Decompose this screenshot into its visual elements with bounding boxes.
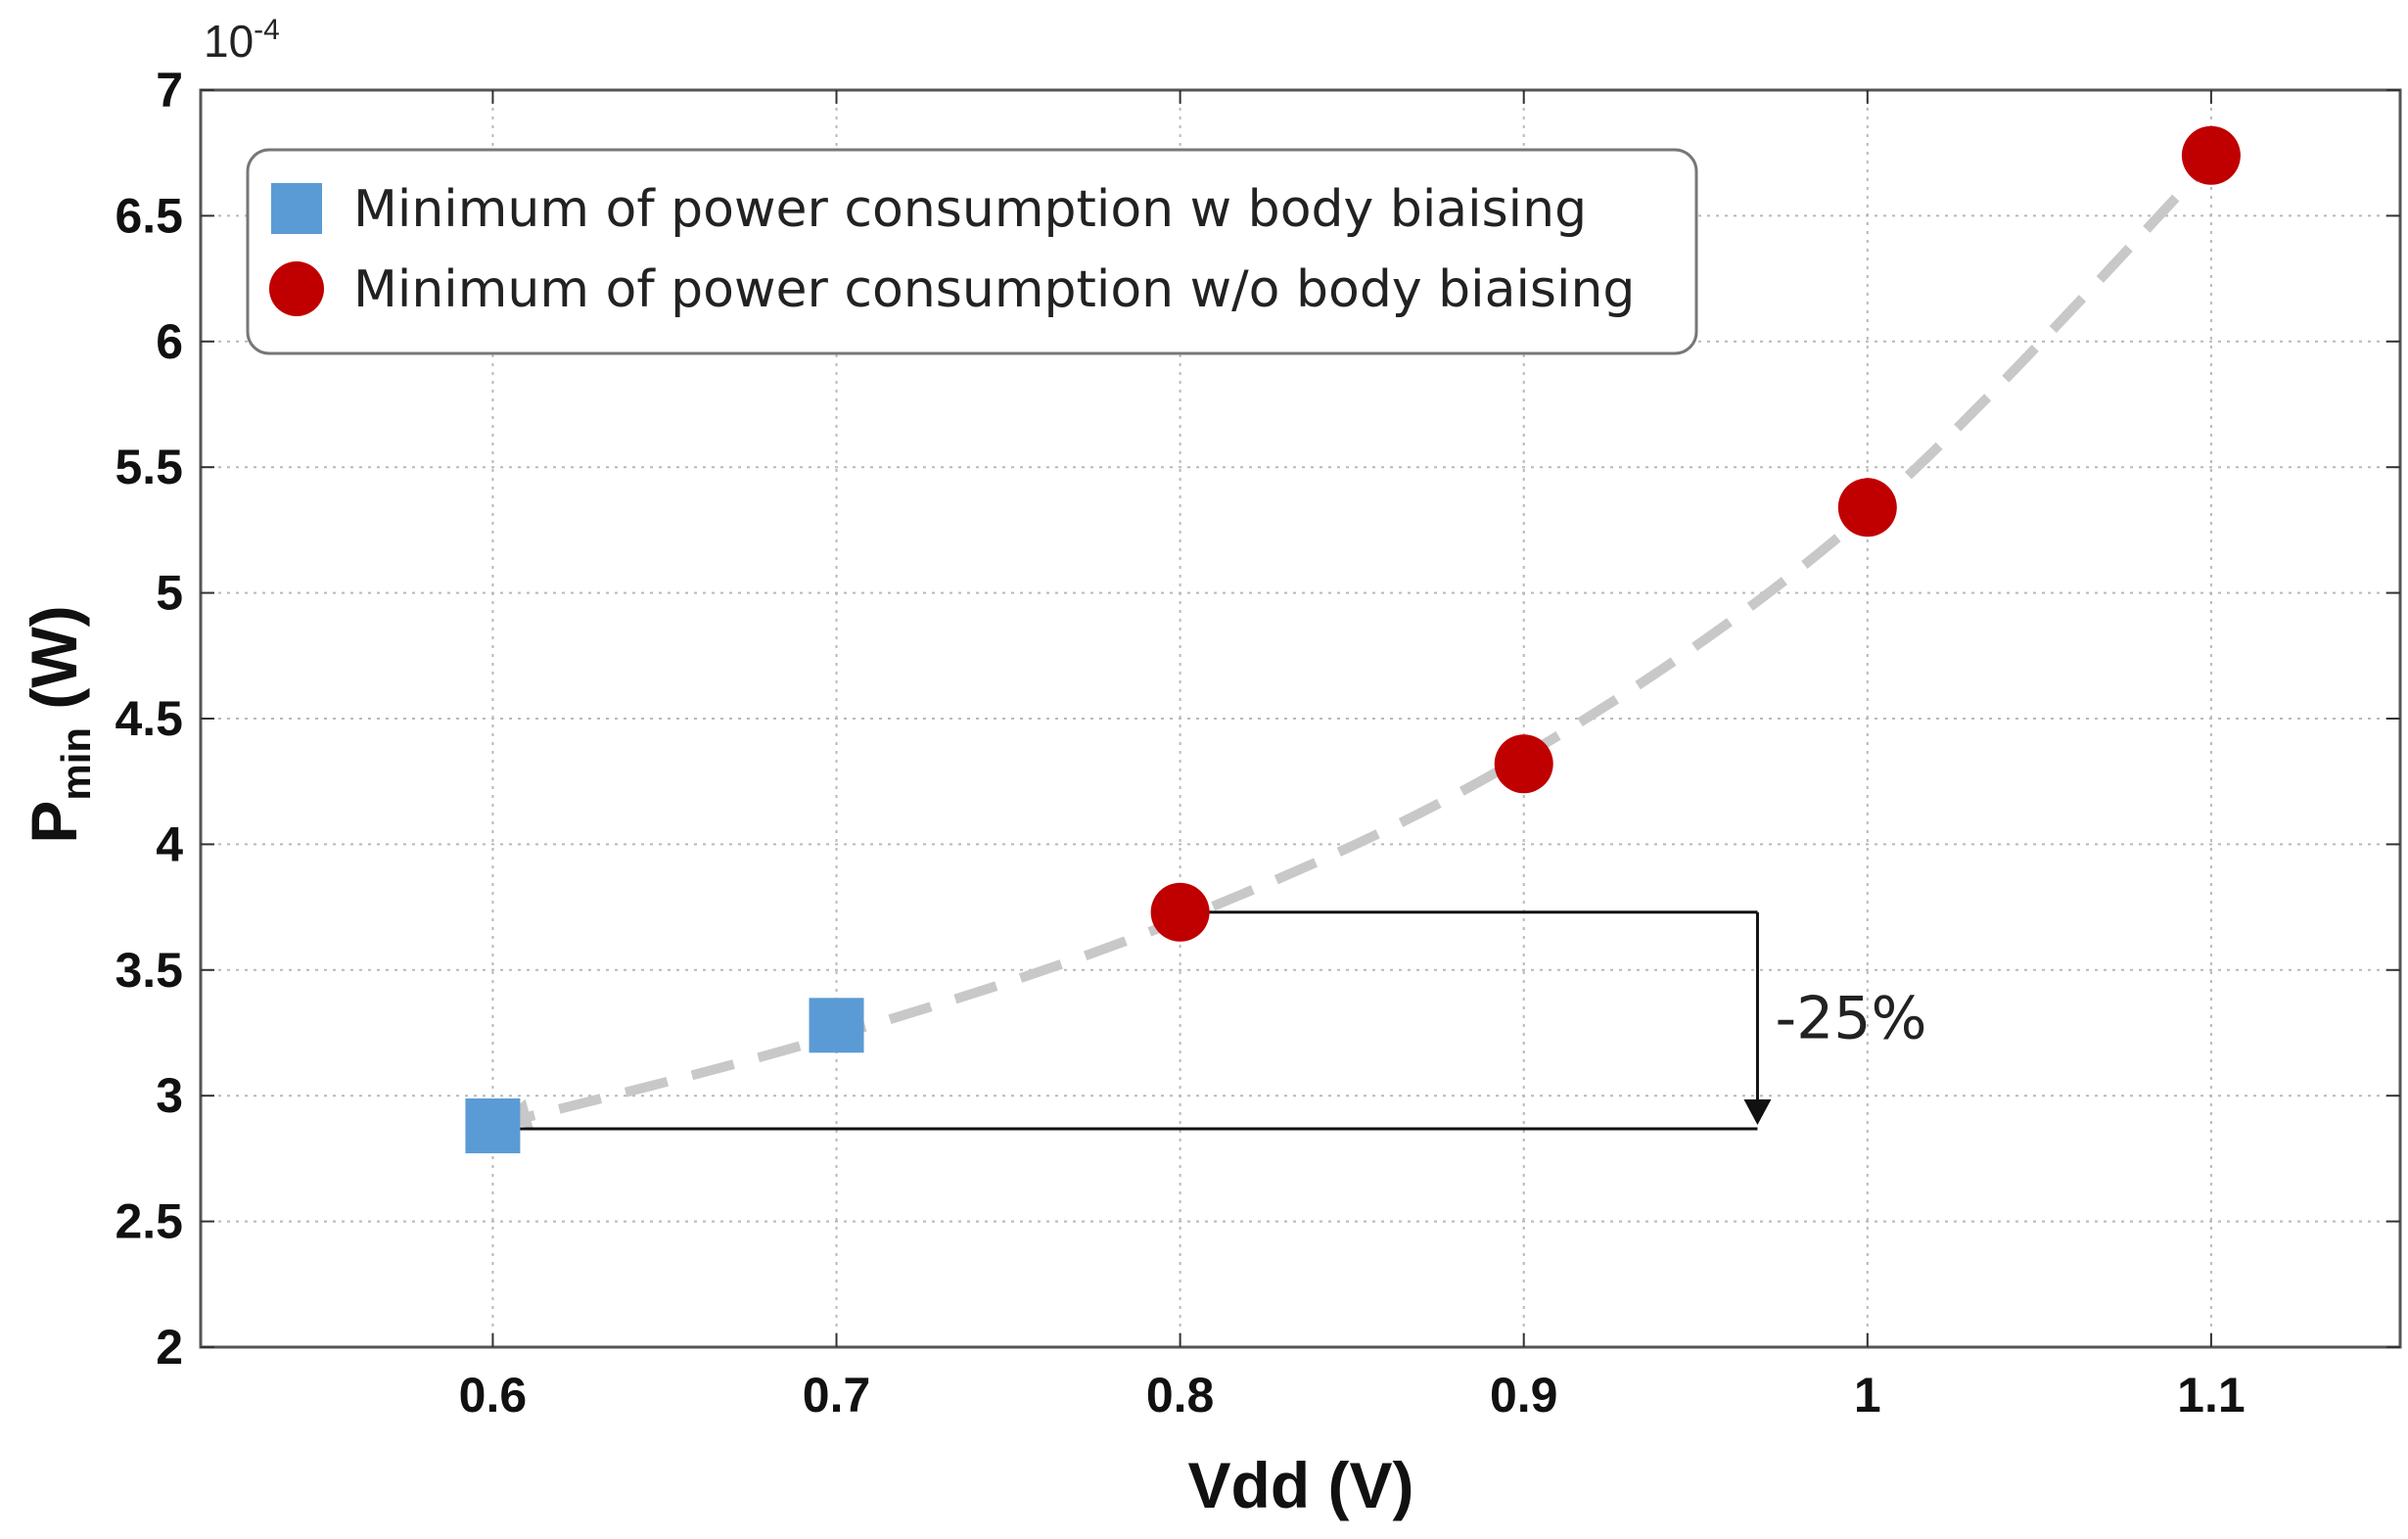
- data-point-circle: [1150, 882, 1210, 942]
- axis-ticks: 0.6 0.7 0.8 0.9 1 1.1 2 2.5 3 3.5 4 4.5 5 5.5 6 6.5 7: [115, 63, 2400, 1422]
- data-markers: [465, 125, 2241, 1154]
- y-tick-label: 3: [156, 1068, 183, 1123]
- legend-entry-label: Minimum of power consumption w body biai…: [353, 180, 1587, 239]
- data-point-circle: [1494, 734, 1553, 794]
- y-tick-label: 6.5: [115, 188, 183, 243]
- reduction-annotation: -25%: [492, 910, 1926, 1131]
- legend: Minimum of power consumption w body biai…: [246, 148, 1698, 355]
- y-tick-label: 4.5: [115, 691, 183, 746]
- y-tick-label: 3.5: [115, 943, 183, 998]
- y-tick-label: 5: [156, 566, 183, 621]
- y-axis-title: Pmin (W): [18, 605, 99, 843]
- legend-square-marker: [271, 183, 322, 234]
- annotation-label: -25%: [1775, 984, 1926, 1052]
- y-tick-label: 2.5: [115, 1194, 183, 1249]
- x-tick-label: 0.6: [459, 1368, 528, 1422]
- x-axis-title: Vdd (V): [1188, 1449, 1414, 1521]
- data-point-circle: [1837, 478, 1897, 537]
- y-tick-label: 5.5: [115, 440, 183, 494]
- y-axis-exponent: 10-4: [204, 14, 280, 67]
- x-tick-label: 0.8: [1146, 1368, 1215, 1422]
- data-point-square: [465, 1098, 521, 1154]
- legend-entry-label: Minimum of power consumption w/o body bi…: [353, 260, 1635, 319]
- legend-box: [246, 148, 1698, 355]
- data-point-circle: [2181, 125, 2241, 185]
- y-tick-label: 6: [156, 314, 183, 369]
- legend-circle-marker: [269, 261, 324, 316]
- y-tick-label: 4: [156, 816, 183, 871]
- y-tick-label: 7: [156, 63, 183, 117]
- data-point-square: [809, 998, 864, 1053]
- axis-labels: 10-4 Vdd (V) Pmin (W): [18, 14, 1413, 1521]
- annotation-arrowhead: [1743, 1099, 1772, 1126]
- x-tick-label: 0.9: [1490, 1368, 1558, 1422]
- x-tick-label: 1: [1854, 1368, 1881, 1422]
- y-tick-label: 2: [156, 1320, 183, 1375]
- x-tick-label: 0.7: [803, 1368, 871, 1422]
- x-tick-label: 1.1: [2177, 1368, 2246, 1422]
